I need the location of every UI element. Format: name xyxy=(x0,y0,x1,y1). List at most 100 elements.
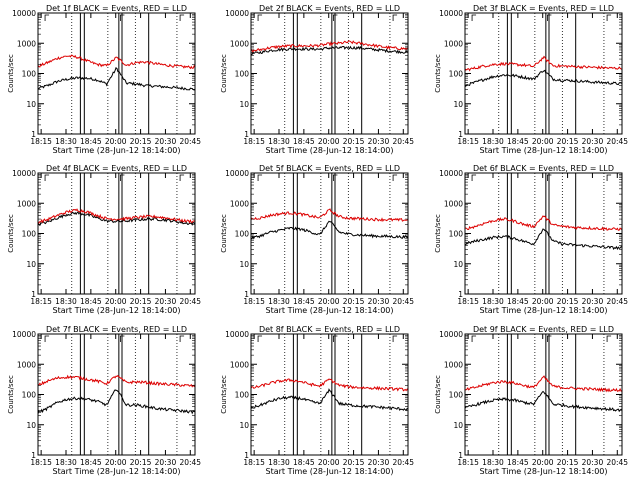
x-tick-label: 18:45 xyxy=(507,297,529,306)
x-tick-label: 20:15 xyxy=(557,458,579,467)
y-tick-label: 100 xyxy=(22,230,37,239)
series-line-lld xyxy=(250,378,409,392)
plot-frame xyxy=(464,172,623,295)
series-line-events xyxy=(464,228,623,251)
x-tick-label: 18:30 xyxy=(482,458,504,467)
y-tick-label: 100 xyxy=(449,230,464,239)
y-tick-label: 1 xyxy=(31,290,36,299)
bracket-mark xyxy=(333,335,338,342)
bracket-mark xyxy=(44,335,50,342)
bracket-mark xyxy=(392,335,398,342)
x-tick-label: 20:15 xyxy=(130,297,152,306)
x-tick-label: 18:15 xyxy=(30,458,52,467)
y-tick-label: 1 xyxy=(458,451,463,460)
y-tick-label: 1 xyxy=(458,130,463,139)
plot-frame xyxy=(250,12,409,135)
y-tick-label: 1 xyxy=(244,290,249,299)
x-tick-label: 20:45 xyxy=(179,137,201,146)
panel-det-7: Det 7f BLACK = Events, RED = LLD 1 10 100 10… xyxy=(7,325,201,476)
x-tick-label: 20:00 xyxy=(532,137,554,146)
x-tick-label: 18:15 xyxy=(30,297,52,306)
y-tick-label: 10 xyxy=(239,421,249,430)
x-tick-label: 20:15 xyxy=(343,297,365,306)
x-tick-label: 20:15 xyxy=(130,458,152,467)
x-tick-label: 20:15 xyxy=(343,458,365,467)
y-axis-label: Counts/sec xyxy=(434,54,442,93)
x-tick-label: 18:30 xyxy=(55,458,77,467)
panel-det-4: Det 4f BLACK = Events, RED = LLD 1 10 100 10… xyxy=(7,164,201,315)
x-tick-label: 20:00 xyxy=(105,458,127,467)
series-line-events xyxy=(37,66,196,91)
bracket-mark xyxy=(120,335,125,342)
x-tick-label: 18:45 xyxy=(293,297,315,306)
plot-frame xyxy=(250,333,409,456)
x-tick-label: 18:30 xyxy=(482,137,504,146)
bracket-mark xyxy=(471,14,477,21)
y-tick-label: 10000 xyxy=(439,169,463,178)
x-tick-label: 18:45 xyxy=(293,137,315,146)
x-tick-label: 18:30 xyxy=(268,297,290,306)
x-tick-label: 18:30 xyxy=(55,297,77,306)
y-tick-label: 10 xyxy=(239,260,249,269)
x-tick-label: 18:45 xyxy=(80,137,102,146)
x-tick-label: 18:15 xyxy=(457,297,479,306)
y-axis-label: Counts/sec xyxy=(7,375,15,414)
bracket-mark xyxy=(606,335,612,342)
panel-title: Det 9f BLACK = Events, RED = LLD xyxy=(473,325,614,334)
bracket-mark xyxy=(471,335,477,342)
x-tick-label: 18:45 xyxy=(80,458,102,467)
y-tick-label: 10 xyxy=(26,100,36,109)
y-tick-label: 1000 xyxy=(444,199,463,208)
y-tick-label: 10 xyxy=(239,100,249,109)
x-tick-label: 18:30 xyxy=(482,297,504,306)
panel-title: Det 4f BLACK = Events, RED = LLD xyxy=(46,164,187,173)
bracket-mark xyxy=(606,14,612,21)
x-tick-label: 20:30 xyxy=(582,458,604,467)
y-tick-label: 10000 xyxy=(439,330,463,339)
x-axis-label: Start Time (28-Jun-12 18:14:00) xyxy=(53,467,181,476)
panel-det-6: Det 6f BLACK = Events, RED = LLD 1 10 100 10… xyxy=(434,164,628,315)
x-tick-label: 20:45 xyxy=(179,458,201,467)
plot-frame xyxy=(37,12,196,135)
bracket-mark xyxy=(471,174,477,181)
x-axis-label: Start Time (28-Jun-12 18:14:00) xyxy=(480,306,608,315)
y-tick-label: 1 xyxy=(244,451,249,460)
series-line-events xyxy=(250,220,409,240)
x-tick-label: 20:30 xyxy=(368,297,390,306)
x-axis-label: Start Time (28-Jun-12 18:14:00) xyxy=(480,467,608,476)
y-tick-label: 1 xyxy=(31,130,36,139)
bracket-mark xyxy=(257,335,263,342)
y-tick-label: 10000 xyxy=(225,330,249,339)
x-axis-label: Start Time (28-Jun-12 18:14:00) xyxy=(53,146,181,155)
x-tick-label: 20:45 xyxy=(606,137,628,146)
bracket-mark xyxy=(333,14,338,21)
y-axis-label: Counts/sec xyxy=(7,54,15,93)
series-line-lld xyxy=(464,55,623,72)
x-tick-label: 20:00 xyxy=(105,297,127,306)
bracket-mark xyxy=(547,174,552,181)
panel-title: Det 1f BLACK = Events, RED = LLD xyxy=(46,4,187,13)
x-tick-label: 18:30 xyxy=(268,458,290,467)
series-line-lld xyxy=(37,374,196,388)
series-line-lld xyxy=(464,215,623,232)
bracket-mark xyxy=(120,14,125,21)
series-line-lld xyxy=(250,40,409,54)
plot-frame xyxy=(250,172,409,295)
y-tick-label: 10000 xyxy=(12,9,36,18)
bracket-mark xyxy=(392,14,398,21)
bracket-mark xyxy=(179,14,185,21)
x-tick-label: 20:45 xyxy=(606,297,628,306)
panel-det-9: Det 9f BLACK = Events, RED = LLD 1 10 100 10… xyxy=(434,325,628,476)
bracket-mark xyxy=(179,335,185,342)
bracket-mark xyxy=(606,174,612,181)
x-tick-label: 18:30 xyxy=(268,137,290,146)
y-tick-label: 10 xyxy=(453,100,463,109)
x-tick-label: 20:15 xyxy=(130,137,152,146)
panel-title: Det 5f BLACK = Events, RED = LLD xyxy=(259,164,400,173)
y-tick-label: 1000 xyxy=(17,39,36,48)
y-tick-label: 1000 xyxy=(230,39,249,48)
panel-title: Det 3f BLACK = Events, RED = LLD xyxy=(473,4,614,13)
y-tick-label: 10000 xyxy=(12,330,36,339)
x-tick-label: 20:45 xyxy=(606,458,628,467)
x-tick-label: 20:15 xyxy=(557,137,579,146)
